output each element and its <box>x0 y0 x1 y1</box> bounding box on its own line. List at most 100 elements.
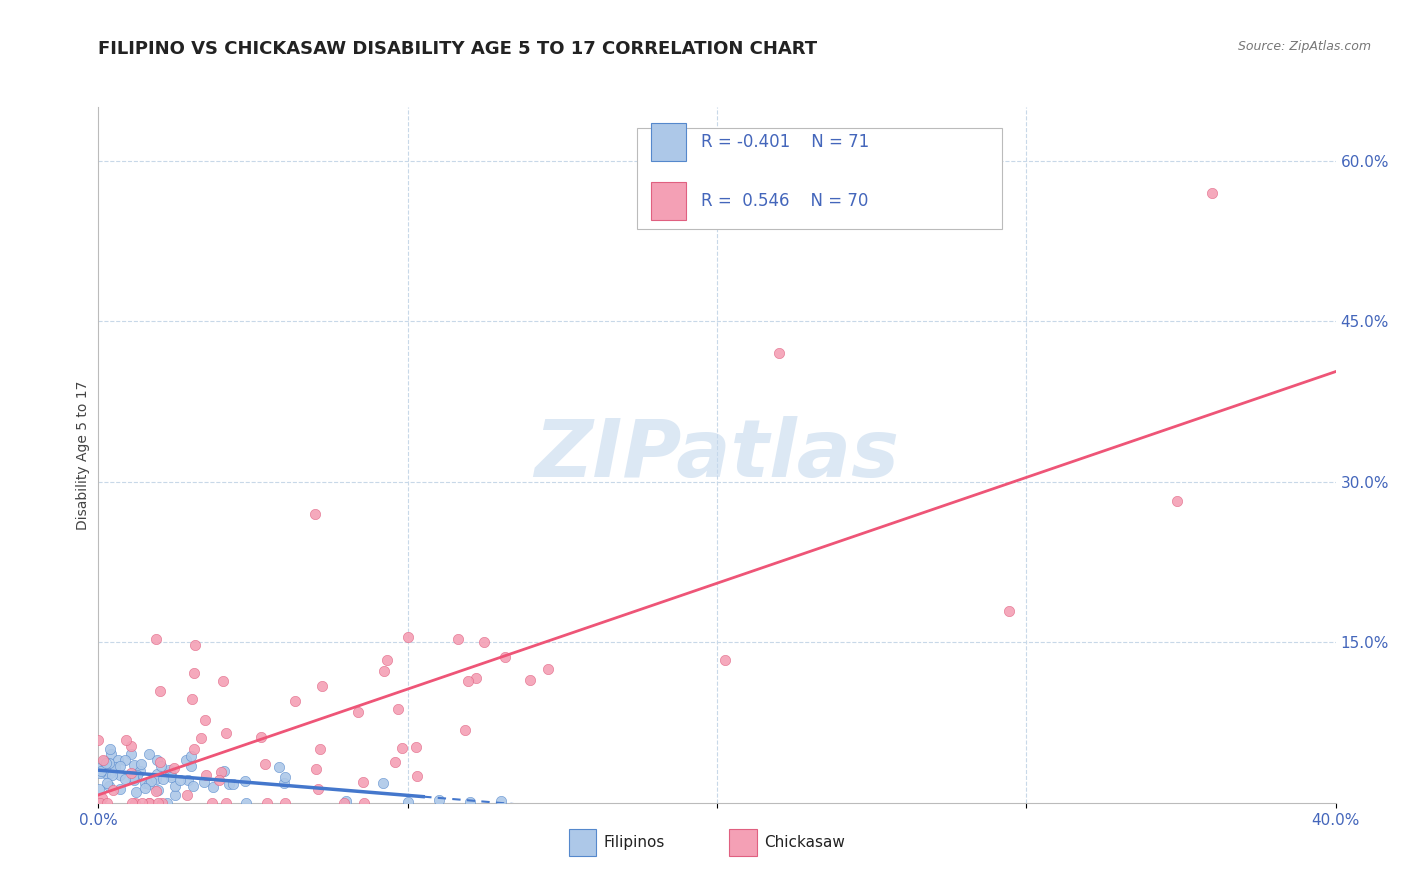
Point <box>122 758 145 772</box>
Point <box>138 777 160 791</box>
Point <box>134 776 156 790</box>
FancyBboxPatch shape <box>637 128 1001 229</box>
Point <box>194 768 217 782</box>
Bar <box>651 182 686 220</box>
Point <box>353 796 375 810</box>
Point <box>311 679 333 693</box>
Point <box>333 796 356 810</box>
Point <box>87 733 110 747</box>
Point <box>120 739 142 754</box>
Point <box>104 760 127 774</box>
Point <box>125 766 148 780</box>
Point <box>235 796 257 810</box>
Point <box>124 796 146 810</box>
Point <box>121 796 143 810</box>
Point <box>156 796 179 810</box>
Point <box>212 764 235 778</box>
Point <box>94 756 117 770</box>
Bar <box>568 829 596 856</box>
Point <box>489 794 512 808</box>
Point <box>149 755 172 769</box>
Point <box>87 782 110 797</box>
Point <box>145 784 167 798</box>
Point <box>139 773 162 788</box>
Point <box>335 794 357 808</box>
Point <box>387 702 409 716</box>
Point <box>169 772 191 787</box>
Point <box>273 770 295 784</box>
Point <box>454 723 477 738</box>
Point <box>163 761 186 775</box>
Point <box>284 693 307 707</box>
Point <box>97 756 120 771</box>
Point <box>215 726 238 740</box>
Point <box>472 635 495 649</box>
Point <box>193 774 215 789</box>
Point <box>373 664 395 678</box>
Text: R = -0.401    N = 71: R = -0.401 N = 71 <box>702 133 869 151</box>
Point <box>96 796 118 810</box>
Point <box>174 753 197 767</box>
Point <box>101 783 124 797</box>
Point <box>98 779 121 793</box>
Point <box>373 776 395 790</box>
Point <box>233 773 256 788</box>
Point <box>768 346 790 360</box>
Point <box>138 747 160 761</box>
Point <box>89 796 111 810</box>
Point <box>150 796 173 810</box>
Point <box>464 671 486 685</box>
Point <box>138 796 160 810</box>
Point <box>98 742 121 756</box>
Point <box>96 776 118 790</box>
Point <box>447 632 470 647</box>
Point <box>93 754 115 768</box>
Point <box>250 730 273 744</box>
Point <box>90 764 112 779</box>
Point <box>145 632 167 647</box>
Point <box>101 768 124 782</box>
Point <box>159 765 181 780</box>
Point <box>114 772 136 786</box>
Point <box>208 773 231 788</box>
Point <box>150 759 173 773</box>
Point <box>146 782 169 797</box>
Point <box>273 776 295 790</box>
Point <box>537 662 560 676</box>
Point <box>352 775 374 789</box>
Point <box>180 749 202 764</box>
Point <box>375 653 398 667</box>
Point <box>131 796 153 810</box>
Point <box>145 772 167 786</box>
Point <box>138 796 160 810</box>
Point <box>183 666 205 681</box>
Point <box>1201 186 1223 200</box>
Point <box>201 796 224 810</box>
Point <box>194 714 217 728</box>
Point <box>218 776 240 790</box>
Point <box>176 789 198 803</box>
Point <box>309 742 332 756</box>
Point <box>391 741 413 756</box>
Point <box>183 741 205 756</box>
Point <box>427 792 450 806</box>
Bar <box>651 123 686 161</box>
Point <box>184 638 207 652</box>
Point <box>405 739 427 754</box>
Point <box>129 764 152 779</box>
Point <box>121 771 143 785</box>
Point <box>108 759 131 773</box>
Point <box>108 767 131 781</box>
Point <box>307 782 329 797</box>
Point <box>100 747 122 761</box>
Point <box>89 761 111 775</box>
Point <box>305 762 328 776</box>
Point <box>405 768 427 782</box>
Point <box>120 765 142 780</box>
Point <box>177 773 200 788</box>
Point <box>146 753 169 767</box>
Point <box>457 674 479 689</box>
Point <box>122 772 145 787</box>
Point <box>215 796 238 810</box>
Point <box>89 766 111 780</box>
